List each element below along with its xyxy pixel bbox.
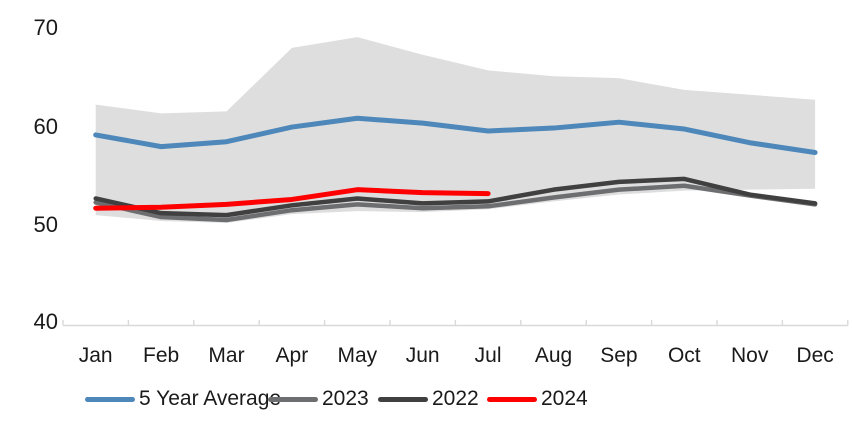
legend-label: 2024	[541, 387, 588, 410]
5-year-range-band	[95, 37, 816, 223]
series-line-2023	[93, 183, 818, 223]
x-axis-label-aug: Aug	[534, 344, 573, 367]
x-axis-label-dec: Dec	[796, 344, 834, 367]
x-axis-label-may: May	[337, 344, 378, 367]
legend-item-2022: 2022	[378, 386, 479, 412]
legend-label: 5 Year Average	[139, 387, 282, 410]
series-lines-layer	[93, 115, 818, 223]
legend-line-swatch-red	[487, 396, 537, 402]
legend-line-swatch-gray	[268, 396, 318, 402]
series-line-5-year-average	[93, 115, 818, 156]
x-axis-label-jun: Jun	[405, 344, 440, 367]
range-band-layer	[95, 37, 816, 223]
legend-item-5-year-average: 5 Year Average	[85, 386, 281, 412]
y-axis-label-50: 50	[33, 212, 58, 237]
legend-line-swatch-blue	[85, 396, 135, 402]
x-axis-label-nov: Nov	[731, 344, 769, 367]
y-axis-label-70: 70	[33, 15, 58, 40]
y-axis-label-40: 40	[33, 309, 58, 334]
x-axis-label-feb: Feb	[143, 344, 180, 367]
x-axis-label-mar: Mar	[208, 344, 245, 367]
legend-line-swatch-dark	[378, 396, 428, 402]
y-axis-label-60: 60	[33, 114, 58, 139]
series-line-2022	[93, 176, 818, 218]
x-axis-label-jul: Jul	[474, 344, 502, 367]
legend-item-2024: 2024	[487, 386, 588, 412]
legend-label: 2022	[432, 387, 479, 410]
x-axis-label-jan: Jan	[78, 344, 113, 367]
x-axis-label-oct: Oct	[667, 344, 701, 367]
x-axis-label-sep: Sep	[600, 344, 638, 367]
x-axis-layer	[62, 320, 849, 327]
legend-item-2023: 2023	[268, 386, 369, 412]
chart-legend: 5 Year Average 2023 2022 2024	[0, 386, 852, 412]
series-line-2024	[93, 187, 491, 211]
legend-label: 2023	[322, 387, 369, 410]
x-axis-label-apr: Apr	[275, 344, 309, 367]
